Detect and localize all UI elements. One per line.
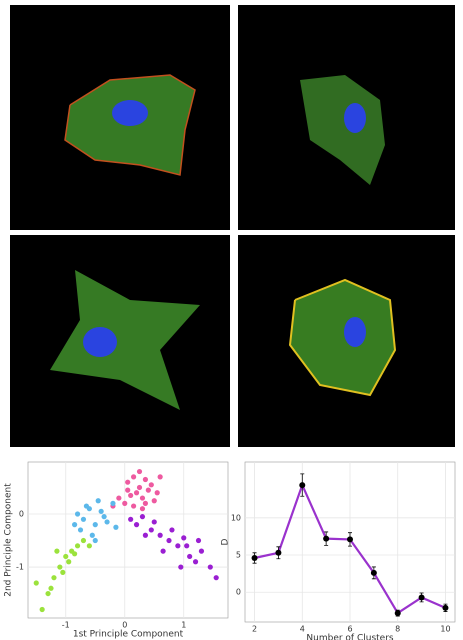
point xyxy=(148,482,154,488)
x-tick-label: 0 xyxy=(122,621,127,630)
point xyxy=(48,585,54,591)
point xyxy=(142,500,149,506)
point xyxy=(178,564,184,570)
point xyxy=(45,590,51,597)
y-tick-label: -1 xyxy=(16,563,24,572)
point xyxy=(80,537,87,544)
point xyxy=(51,575,57,581)
point xyxy=(181,535,187,541)
point xyxy=(101,514,107,520)
point xyxy=(33,580,39,586)
point xyxy=(442,604,449,611)
point xyxy=(104,519,110,525)
point xyxy=(80,516,87,522)
point xyxy=(139,495,146,501)
point xyxy=(116,495,122,501)
point xyxy=(77,527,84,533)
point xyxy=(98,508,104,514)
point xyxy=(148,527,154,533)
x-tick-label: 10 xyxy=(440,625,450,634)
point xyxy=(89,532,95,538)
point xyxy=(418,594,425,601)
point xyxy=(145,487,151,493)
point xyxy=(151,498,157,504)
point xyxy=(60,569,66,575)
point xyxy=(128,516,134,522)
point xyxy=(133,522,140,528)
point xyxy=(54,548,60,554)
x-tick-label: 6 xyxy=(347,625,352,634)
point xyxy=(57,564,63,570)
point xyxy=(72,522,78,528)
x-axis-label: Number of Clusters xyxy=(306,634,393,640)
point xyxy=(74,511,81,517)
point xyxy=(142,476,149,483)
point xyxy=(198,548,205,554)
point xyxy=(95,498,101,504)
point xyxy=(275,549,282,556)
x-tick-label: 2 xyxy=(252,625,257,634)
point xyxy=(131,503,137,509)
point xyxy=(110,500,116,506)
point xyxy=(299,482,306,489)
y-axis-label: D xyxy=(221,538,231,545)
point xyxy=(92,522,98,528)
point xyxy=(139,506,146,512)
point xyxy=(122,500,128,506)
point xyxy=(166,537,172,544)
point xyxy=(125,487,131,493)
y-tick-label: 10 xyxy=(231,513,241,522)
point xyxy=(323,535,330,542)
y-tick-label: 5 xyxy=(236,551,241,560)
micrograph xyxy=(238,235,455,447)
point xyxy=(74,543,81,549)
point xyxy=(192,559,199,565)
point xyxy=(370,569,377,576)
y-tick-label: 0 xyxy=(19,510,24,519)
micrograph xyxy=(10,235,230,447)
point xyxy=(154,490,160,496)
y-axis-label: 2nd Principle Component xyxy=(4,483,14,597)
x-tick-label: 8 xyxy=(395,625,400,634)
point xyxy=(136,484,143,491)
micrograph xyxy=(10,5,230,230)
point xyxy=(157,474,163,480)
point xyxy=(39,606,45,613)
point xyxy=(213,575,219,581)
point xyxy=(157,532,163,538)
micrograph xyxy=(238,5,455,230)
point xyxy=(133,490,140,496)
point xyxy=(195,537,202,544)
x-tick-label: 4 xyxy=(300,625,305,634)
point xyxy=(83,503,90,509)
point xyxy=(142,532,149,538)
point xyxy=(207,564,213,570)
x-tick-label: 1 xyxy=(181,621,186,630)
point xyxy=(151,519,157,525)
point xyxy=(125,479,131,485)
x-tick-label: -1 xyxy=(62,621,70,630)
point xyxy=(139,514,146,520)
point xyxy=(66,559,72,565)
point xyxy=(131,474,137,480)
point xyxy=(86,543,92,549)
point xyxy=(160,548,166,554)
point xyxy=(184,543,190,549)
point xyxy=(175,543,181,549)
point xyxy=(92,537,98,544)
point xyxy=(128,492,134,499)
point xyxy=(251,555,258,561)
point xyxy=(113,524,119,530)
point xyxy=(347,536,353,543)
point xyxy=(394,610,401,617)
x-axis-label: 1st Principle Component xyxy=(73,630,184,640)
point xyxy=(72,551,78,557)
point xyxy=(169,527,175,533)
point xyxy=(136,468,143,475)
y-tick-label: 0 xyxy=(236,588,241,597)
point xyxy=(63,553,69,560)
point xyxy=(187,553,193,560)
